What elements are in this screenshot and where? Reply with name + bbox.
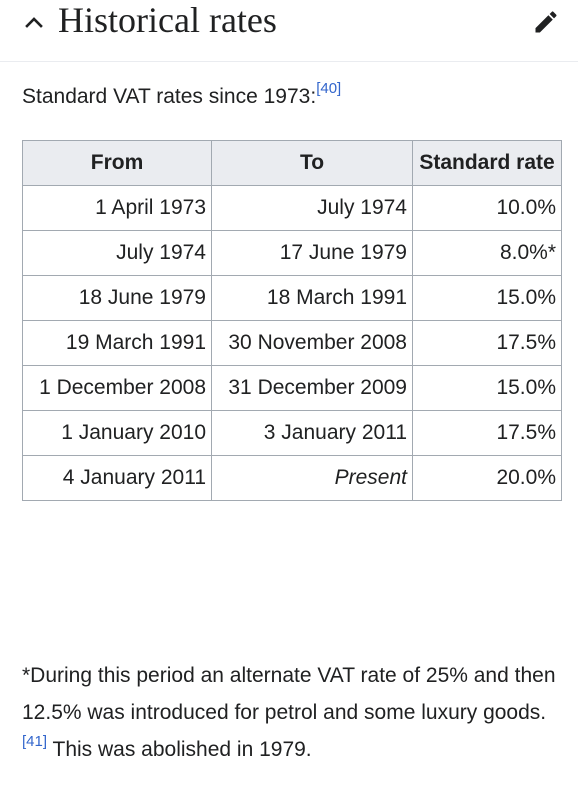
cell-to: 30 November 2008 [211, 320, 413, 366]
chevron-up-icon[interactable] [22, 10, 46, 34]
pencil-icon[interactable] [532, 8, 560, 36]
cell-to: 17 June 1979 [211, 230, 413, 276]
section-header: Historical rates [0, 0, 578, 62]
cell-from: 4 January 2011 [22, 455, 212, 501]
table-row: 1 April 1973 July 1974 10.0% [22, 185, 562, 231]
table-caption: Standard VAT rates since 1973:[40] [22, 80, 341, 112]
table-row: 1 December 2008 31 December 2009 15.0% [22, 365, 562, 411]
cell-rate: 17.5% [412, 410, 562, 456]
cell-to: 18 March 1991 [211, 275, 413, 321]
table-row: 19 March 1991 30 November 2008 17.5% [22, 320, 562, 366]
cell-rate: 8.0%* [412, 230, 562, 276]
cell-rate: 20.0% [412, 455, 562, 501]
reference-40-link[interactable]: [40] [316, 80, 342, 97]
table-row: 4 January 2011 Present 20.0% [22, 455, 562, 501]
cell-rate: 15.0% [412, 275, 562, 321]
table-row: 1 January 2010 3 January 2011 17.5% [22, 410, 562, 456]
vat-rates-table: From To Standard rate 1 April 1973 July … [22, 140, 562, 501]
cell-from: 1 April 1973 [22, 185, 212, 231]
column-header-from: From [22, 140, 212, 186]
table-row: July 1974 17 June 1979 8.0%* [22, 230, 562, 276]
table-row: 18 June 1979 18 March 1991 15.0% [22, 275, 562, 321]
cell-rate: 15.0% [412, 365, 562, 411]
cell-to: 3 January 2011 [211, 410, 413, 456]
footnote-text: *During this period an alternate VAT rat… [22, 664, 556, 724]
column-header-to: To [211, 140, 413, 186]
cell-rate: 10.0% [412, 185, 562, 231]
cell-to: July 1974 [211, 185, 413, 231]
column-header-rate: Standard rate [412, 140, 562, 186]
cell-from: 19 March 1991 [22, 320, 212, 366]
footnote: *During this period an alternate VAT rat… [22, 657, 562, 768]
cell-to: Present [211, 455, 413, 501]
section-title[interactable]: Historical rates [58, 0, 277, 40]
cell-rate: 17.5% [412, 320, 562, 366]
cell-to: 31 December 2009 [211, 365, 413, 411]
cell-from: 1 January 2010 [22, 410, 212, 456]
cell-from: 1 December 2008 [22, 365, 212, 411]
table-header-row: From To Standard rate [22, 140, 562, 186]
cell-from: July 1974 [22, 230, 212, 276]
reference-41[interactable]: [41] [22, 733, 47, 750]
reference-41-link[interactable]: [41] [22, 733, 48, 750]
reference-40[interactable]: [40] [316, 80, 341, 97]
cell-from: 18 June 1979 [22, 275, 212, 321]
footnote-text-end: This was abolished in 1979. [47, 738, 312, 761]
intro-text: Standard VAT rates since 1973: [22, 85, 317, 108]
